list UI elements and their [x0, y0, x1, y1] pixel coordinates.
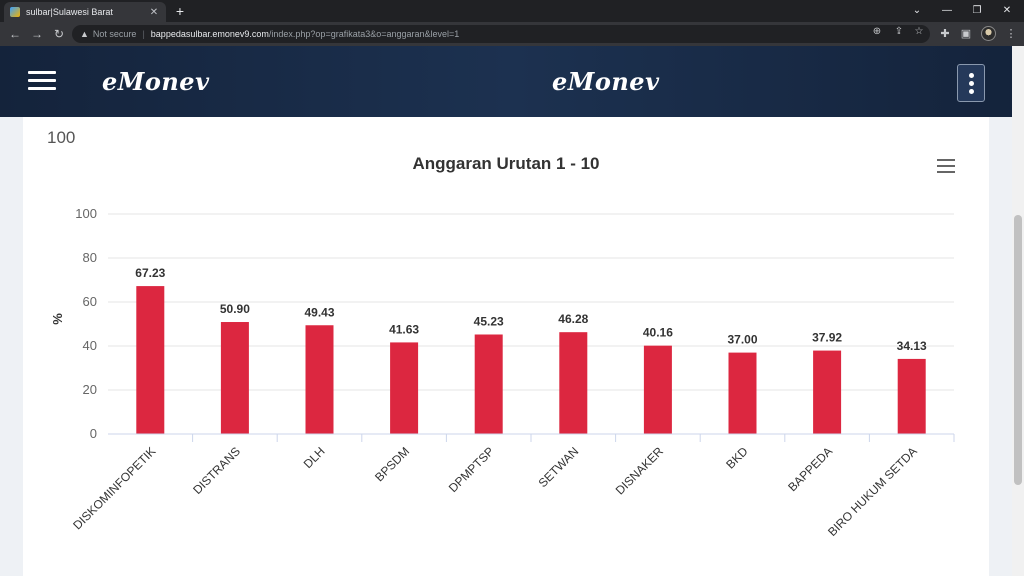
logo-center[interactable]: eMonev	[552, 67, 660, 96]
bar[interactable]	[474, 334, 503, 434]
y-tick-label: 20	[83, 382, 97, 397]
x-tick-label: DISKOMINFOPETIK	[70, 444, 158, 532]
x-tick-label: BPSDM	[372, 444, 412, 484]
extensions-puzzle-icon[interactable]: ✚	[940, 28, 950, 40]
x-tick-label: SETWAN	[536, 444, 582, 490]
close-tab-icon[interactable]: ✕	[149, 6, 159, 18]
data-label: 37.92	[812, 331, 842, 345]
logo-left[interactable]: eMonev	[102, 67, 210, 96]
y-tick-label: 100	[75, 206, 97, 221]
browser-toolbar: ← → ↻ ▲ Not secure | bappedasulbar.emone…	[0, 22, 1024, 46]
tab-search-chevron-icon[interactable]: ⌄	[912, 5, 922, 16]
tab-title: sulbar|Sulawesi Barat	[26, 7, 113, 17]
bar[interactable]	[390, 342, 419, 434]
restore-icon[interactable]: ❐	[972, 5, 982, 16]
kebab-menu-button[interactable]	[957, 64, 985, 102]
site-favicon-icon	[10, 7, 20, 17]
card-top-value: 100	[47, 128, 76, 147]
bar[interactable]	[643, 345, 672, 434]
url-host: bappedasulbar.emonev9.com	[150, 29, 269, 39]
window-close-icon[interactable]: ✕	[1002, 5, 1012, 16]
bar[interactable]	[305, 325, 334, 434]
hamburger-menu-icon[interactable]	[28, 71, 56, 91]
zoom-icon[interactable]: ⊕	[872, 26, 882, 37]
y-tick-label: 80	[83, 250, 97, 265]
data-label: 45.23	[474, 314, 504, 328]
data-label: 49.43	[304, 305, 334, 319]
y-tick-label: 60	[83, 294, 97, 309]
chart-title: Anggaran Urutan 1 - 10	[412, 154, 599, 173]
url-separator: |	[142, 29, 145, 39]
reload-icon[interactable]: ↻	[53, 27, 65, 41]
bar[interactable]	[136, 286, 165, 434]
data-label: 41.63	[389, 322, 419, 336]
x-axis-ticks: DISKOMINFOPETIK DISTRANS DLH BPSDM DPMPTSP SE…	[70, 434, 955, 539]
data-label: 34.13	[897, 339, 927, 353]
bar[interactable]	[897, 358, 926, 434]
data-label: 67.23	[135, 266, 165, 280]
y-tick-label: 0	[90, 426, 97, 441]
url-bar[interactable]: ▲ Not secure | bappedasulbar.emonev9.com…	[72, 25, 930, 43]
y-axis-label: %	[50, 313, 65, 325]
x-tick-label: BAPPEDA	[785, 444, 835, 494]
bar[interactable]	[813, 350, 842, 434]
browser-tab-bar: sulbar|Sulawesi Barat ✕ + ⌄ — ❐ ✕	[0, 0, 1024, 22]
url-path: /index.php?op=grafikata3&o=anggaran&leve…	[268, 29, 460, 39]
share-icon[interactable]: ⇪	[894, 26, 904, 37]
bar[interactable]	[559, 332, 588, 434]
browser-tab[interactable]: sulbar|Sulawesi Barat ✕	[4, 2, 166, 22]
profile-avatar[interactable]	[981, 26, 996, 41]
bar[interactable]	[220, 322, 249, 434]
side-panel-icon[interactable]: ▣	[960, 28, 972, 40]
bars	[136, 286, 926, 434]
back-arrow-icon[interactable]: ←	[9, 27, 21, 41]
grid-lines	[108, 213, 954, 391]
chart-menu-icon[interactable]	[934, 156, 958, 176]
x-tick-label: BIRO HUKUM SETDA	[825, 444, 920, 539]
data-labels: 67.23 50.90 49.43 41.63 45.23 46.28 40.16 37.00…	[135, 266, 927, 353]
data-label: 50.90	[220, 302, 250, 316]
forward-arrow-icon[interactable]: →	[31, 27, 43, 41]
scrollbar-thumb[interactable]	[1014, 215, 1022, 485]
x-tick-label: DPMPTSP	[446, 444, 497, 495]
data-label: 46.28	[558, 312, 588, 326]
minimize-icon[interactable]: —	[942, 5, 952, 16]
bar[interactable]	[728, 352, 757, 434]
new-tab-button[interactable]: +	[175, 3, 185, 19]
x-tick-label: DISNAKER	[613, 444, 667, 498]
app-header	[0, 46, 1024, 117]
warning-triangle-icon: ▲	[80, 29, 89, 39]
y-tick-label: 40	[83, 338, 97, 353]
data-label: 40.16	[643, 326, 673, 340]
x-tick-label: DLH	[301, 444, 328, 471]
data-label: 37.00	[727, 333, 757, 347]
bookmark-star-icon[interactable]: ☆	[914, 26, 924, 37]
browser-menu-icon[interactable]: ⋮	[1005, 28, 1017, 40]
y-axis-ticks: 0 20 40 60 80 100	[75, 206, 97, 441]
x-tick-label: BKD	[723, 444, 751, 472]
security-label: Not secure	[92, 29, 137, 39]
x-tick-label: DISTRANS	[190, 444, 243, 497]
